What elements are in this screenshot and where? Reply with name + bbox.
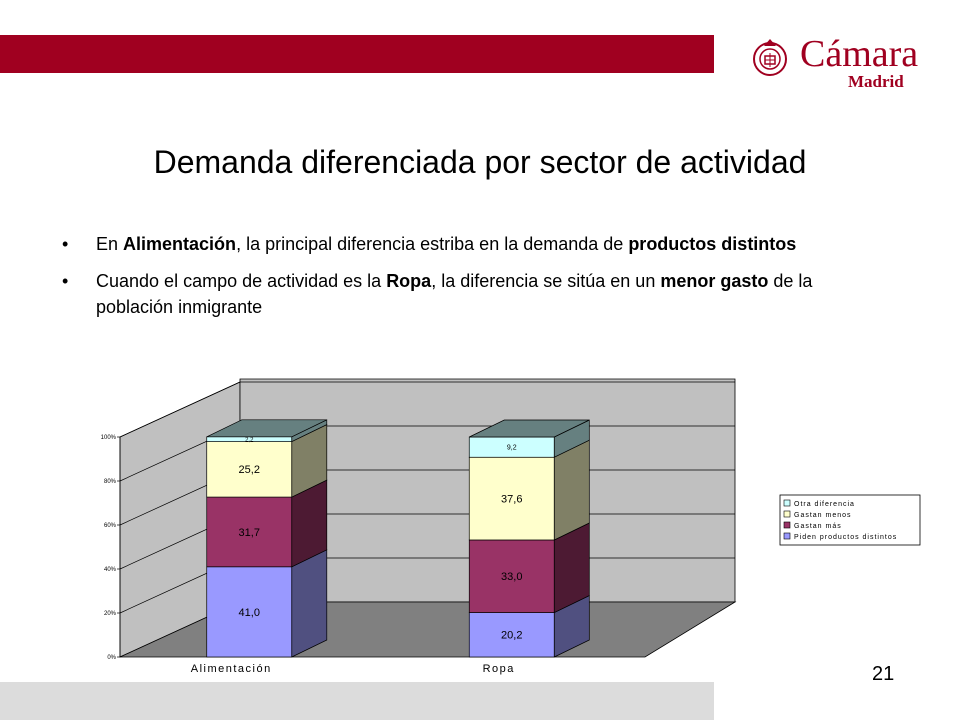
legend-swatch [783, 499, 791, 507]
y-tick-label: 20% [104, 611, 117, 617]
bar-segment: 37,6 [468, 439, 590, 541]
data-label: 9,2 [507, 445, 517, 452]
legend-entry: Gastan más [794, 523, 842, 530]
bar-segment: 9,2 [468, 419, 590, 458]
x-category-label: Alimentación [191, 663, 272, 675]
bar-front-face [468, 612, 555, 658]
y-tick-label: 40% [104, 567, 117, 573]
top-banner-bar [0, 35, 714, 73]
y-tick-label: 80% [104, 479, 117, 485]
bullet-emphasis: productos distintos [628, 234, 797, 254]
data-label: 20,2 [501, 630, 522, 642]
data-label: 37,6 [501, 493, 522, 505]
bullet-emphasis: Ropa [386, 271, 432, 291]
bullet-text: En [96, 234, 124, 254]
bullet-dot: • [62, 234, 69, 254]
logo-subtitle: Madrid [848, 72, 904, 91]
bar-segment: 31,7 [206, 479, 328, 568]
bottom-footer-bar [0, 682, 714, 720]
bar-top-face [469, 419, 590, 438]
bullet-emphasis: Alimentación [123, 234, 237, 254]
legend-entry: Gastan menos [794, 512, 852, 519]
bar-front-face [206, 496, 293, 568]
bar-side-face [553, 439, 590, 541]
chamber-seal-icon [753, 39, 787, 76]
data-label: 25,2 [239, 464, 260, 476]
legend-box [779, 494, 921, 546]
bar-segment: 2,2 [206, 419, 328, 443]
legend-swatch [783, 521, 791, 529]
bullet-text: , la diferencia se sitúa en un [431, 271, 661, 291]
bullet-text: , la principal diferencia estriba en la … [236, 234, 629, 254]
bullet-dot: • [62, 271, 69, 291]
bar-front-face [468, 456, 555, 541]
y-tick-label: 100% [101, 435, 117, 441]
legend-entry: Piden productos distintos [794, 534, 897, 541]
data-label: 41,0 [239, 607, 260, 619]
y-tick-label: 60% [104, 523, 117, 529]
legend-swatch [783, 510, 791, 518]
logo-word: Cámara [800, 33, 919, 75]
camara-madrid-logo: Cámara Madrid [748, 32, 938, 94]
bar-segment: 41,0 [206, 549, 328, 658]
bar-side-face [291, 549, 328, 658]
bullet-text: Cuando el campo de actividad es la [96, 271, 387, 291]
bullet-list: • En Alimentación, la principal diferenci… [62, 231, 862, 331]
bar-segment: 25,2 [206, 424, 328, 498]
legend-swatch [783, 532, 791, 540]
bullet-item: • En Alimentación, la principal diferenci… [62, 231, 862, 257]
data-label: 31,7 [239, 527, 260, 539]
bullet-item: • Cuando el campo de actividad es la Ropa… [62, 268, 862, 320]
x-category-label: Ropa [483, 663, 515, 675]
bar-segment: 20,2 [468, 595, 590, 658]
bar-front-face [206, 566, 293, 658]
y-tick-label: 0% [107, 655, 116, 661]
data-label: 33,0 [501, 571, 522, 583]
bar-segment: 33,0 [468, 522, 590, 614]
page-number: 21 [872, 663, 895, 685]
slide-title: Demanda diferenciada por sector de activ… [153, 144, 807, 180]
bullet-emphasis: menor gasto [660, 271, 769, 291]
gridline [119, 381, 735, 438]
legend-entry: Otra diferencia [794, 501, 855, 508]
bullet-text: de la población inmigrante [96, 271, 813, 317]
stacked-bar-chart: 0% 20% 40% 60% 80% 100% 41,0 31,7 25,2 2,2 Aliment… [101, 378, 921, 675]
data-label: 2,2 [245, 437, 254, 443]
bar-top-face [206, 419, 327, 438]
